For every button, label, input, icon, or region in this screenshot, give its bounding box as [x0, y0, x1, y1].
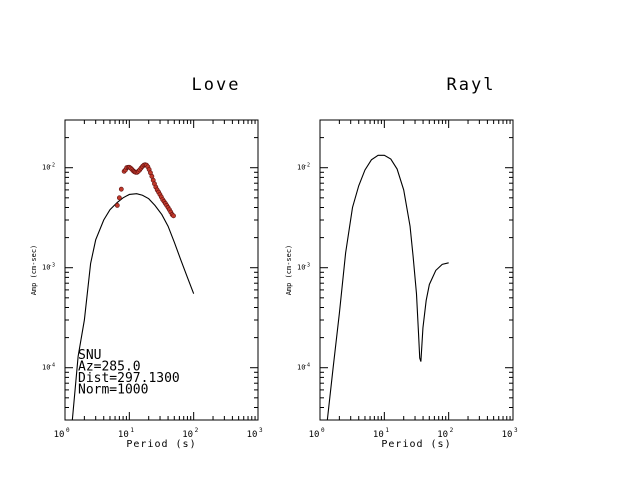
x-tick-label-base: 10: [182, 430, 193, 440]
x-tick-label-exp: 3: [514, 427, 518, 434]
x-tick-label-exp: 3: [259, 427, 263, 434]
x-tick-label: 10 3: [502, 427, 518, 440]
x-tick-label-exp: 1: [385, 427, 389, 434]
y-tick-label: 10-2: [297, 163, 310, 172]
y-tick-label-exp: -3: [49, 263, 55, 269]
y-tick-label: 10-4: [42, 363, 55, 372]
x-tick-label-base: 10: [309, 430, 320, 440]
x-tick-label-base: 10: [247, 430, 258, 440]
y-tick-label-base: 10: [297, 164, 305, 172]
y-tick-label-exp: -4: [304, 363, 310, 369]
x-tick-label-base: 10: [54, 430, 65, 440]
y-tick-label-base: 10: [297, 264, 305, 272]
series-line: [67, 193, 195, 421]
y-axis-label: Amp (cm-sec): [285, 245, 293, 296]
x-tick-label-exp: 1: [130, 427, 134, 434]
annotation-2: Az=285.0: [78, 360, 141, 375]
y-axis-label: Amp (cm-sec): [30, 245, 38, 296]
x-tick-label: 10 0: [309, 427, 325, 440]
y-tick-label: 10-3: [297, 263, 310, 272]
y-tick-label-base: 10: [42, 264, 50, 272]
x-tick-label: 10 3: [247, 427, 263, 440]
x-tick-label-exp: 0: [321, 427, 325, 434]
data-point: [149, 173, 155, 179]
data-point: [118, 186, 124, 192]
x-tick-label: 10 0: [54, 427, 70, 440]
y-tick-label-exp: -3: [304, 263, 310, 269]
x-axis-label: Period (s): [126, 439, 196, 450]
y-tick-label-exp: -4: [49, 363, 55, 369]
annotation-1: SNU: [78, 348, 101, 363]
y-tick-label-exp: -2: [49, 163, 55, 169]
x-tick-label-base: 10: [118, 430, 129, 440]
x-tick-label-base: 10: [502, 430, 513, 440]
series-line: [322, 154, 449, 421]
x-axis-label: Period (s): [381, 439, 451, 450]
x-tick-label-base: 10: [373, 430, 384, 440]
y-tick-label-base: 10: [297, 364, 305, 372]
plot-frame: [64, 119, 259, 421]
x-tick-label-exp: 2: [195, 427, 199, 434]
x-tick-label-exp: 2: [450, 427, 454, 434]
y-tick-label: 10-4: [297, 363, 310, 372]
y-tick-label: 10-2: [42, 163, 55, 172]
x-tick-label: 10 2: [437, 427, 453, 440]
x-tick-label: 10 1: [118, 427, 134, 440]
data-point: [171, 213, 176, 219]
data-point: [114, 202, 120, 208]
plot-frame: [319, 119, 514, 421]
annotation-4: Norm=1000: [78, 383, 148, 398]
chart-title: Rayl: [447, 75, 496, 95]
y-tick-label-base: 10: [42, 364, 50, 372]
x-tick-label: 10 1: [373, 427, 389, 440]
y-tick-label-exp: -2: [304, 163, 310, 169]
y-tick-label-base: 10: [42, 164, 50, 172]
y-tick-label: 10-3: [42, 263, 55, 272]
x-tick-label-exp: 0: [66, 427, 70, 434]
x-tick-label-base: 10: [437, 430, 448, 440]
x-tick-label: 10 2: [182, 427, 198, 440]
data-point: [116, 195, 122, 201]
annotation-3: Dist=297.1300: [78, 371, 180, 386]
chart-title: Love: [192, 75, 241, 95]
